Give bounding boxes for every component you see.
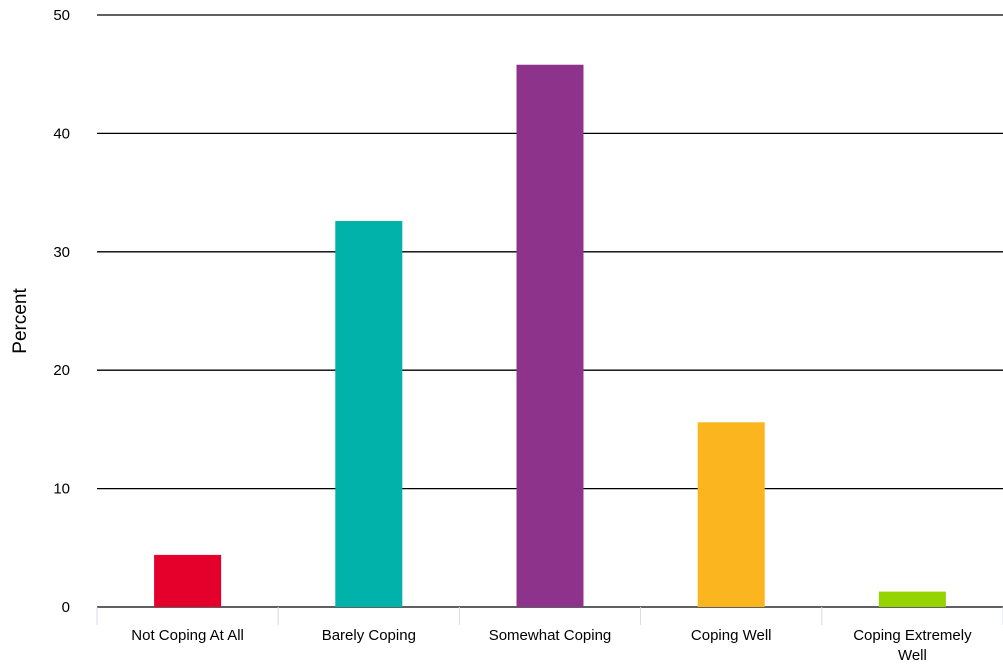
bar-3 (697, 422, 765, 607)
y-tick-label: 20 (53, 362, 70, 379)
x-category-label: Barely Coping (322, 627, 416, 644)
bar-2 (516, 64, 584, 607)
bar-4 (878, 591, 946, 607)
bar-0 (154, 554, 222, 607)
y-tick-label: 10 (53, 481, 70, 498)
bars (154, 64, 946, 608)
y-axis-title: Percent (10, 288, 31, 354)
y-tick-label: 30 (53, 244, 70, 261)
x-category-label: Coping Well (691, 627, 772, 644)
y-tick-label: 50 (53, 7, 70, 24)
x-axis-ticks (96, 607, 1003, 625)
y-tick-label: 40 (53, 125, 70, 142)
x-axis-category-labels: Not Coping At All Barely Coping Somewhat C… (131, 627, 972, 664)
x-category-label: Somewhat Coping (489, 627, 612, 644)
x-category-label: Not Coping At All (131, 627, 244, 644)
bar-1 (335, 221, 403, 608)
y-tick-label: 0 (62, 599, 70, 616)
x-category-label: Well (898, 647, 927, 664)
x-category-label: Coping Extremely (853, 627, 972, 644)
y-axis-tick-labels: 0 10 20 30 40 50 (53, 7, 70, 616)
